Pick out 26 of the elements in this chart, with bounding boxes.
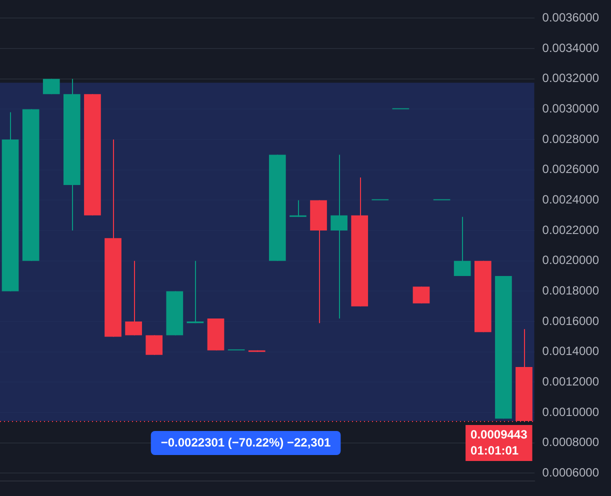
y-tick-label: 0.0036000 (542, 10, 600, 25)
band-label: −0.0022301 (−70.22%) −22,301 (160, 435, 331, 450)
y-tick-label: 0.0018000 (542, 284, 600, 298)
y-tick-label: 0.0032000 (542, 71, 600, 86)
candlestick (125, 260, 142, 336)
ref-line-label: 0.0009443 (470, 427, 528, 442)
y-tick-label: 0.0020000 (542, 253, 600, 268)
annotation: 01:01:01 (470, 443, 519, 458)
y-tick-label: 0.0026000 (542, 162, 600, 176)
candlestick (330, 154, 348, 320)
candlestick (146, 334, 163, 356)
y-tick-label: 0.0030000 (542, 102, 600, 116)
y-tick-label: 0.0010000 (542, 404, 600, 419)
y-tick-label: 0.0012000 (542, 374, 600, 389)
y-tick-label: 0.0008000 (542, 435, 600, 450)
y-tick-label: 0.0024000 (542, 192, 600, 207)
y-tick-label: 0.0028000 (542, 132, 600, 146)
y-tick-label: 0.0034000 (542, 40, 600, 55)
y-tick-label: 0.0014000 (542, 344, 600, 358)
y-tick-label: 0.0006000 (542, 466, 600, 480)
candlestick (454, 216, 471, 277)
candlestick (412, 286, 430, 304)
y-tick-label: 0.0022000 (542, 222, 600, 237)
candlestick (290, 200, 306, 218)
y-tick-label: 0.0016000 (542, 314, 600, 328)
candlestick (186, 260, 204, 324)
